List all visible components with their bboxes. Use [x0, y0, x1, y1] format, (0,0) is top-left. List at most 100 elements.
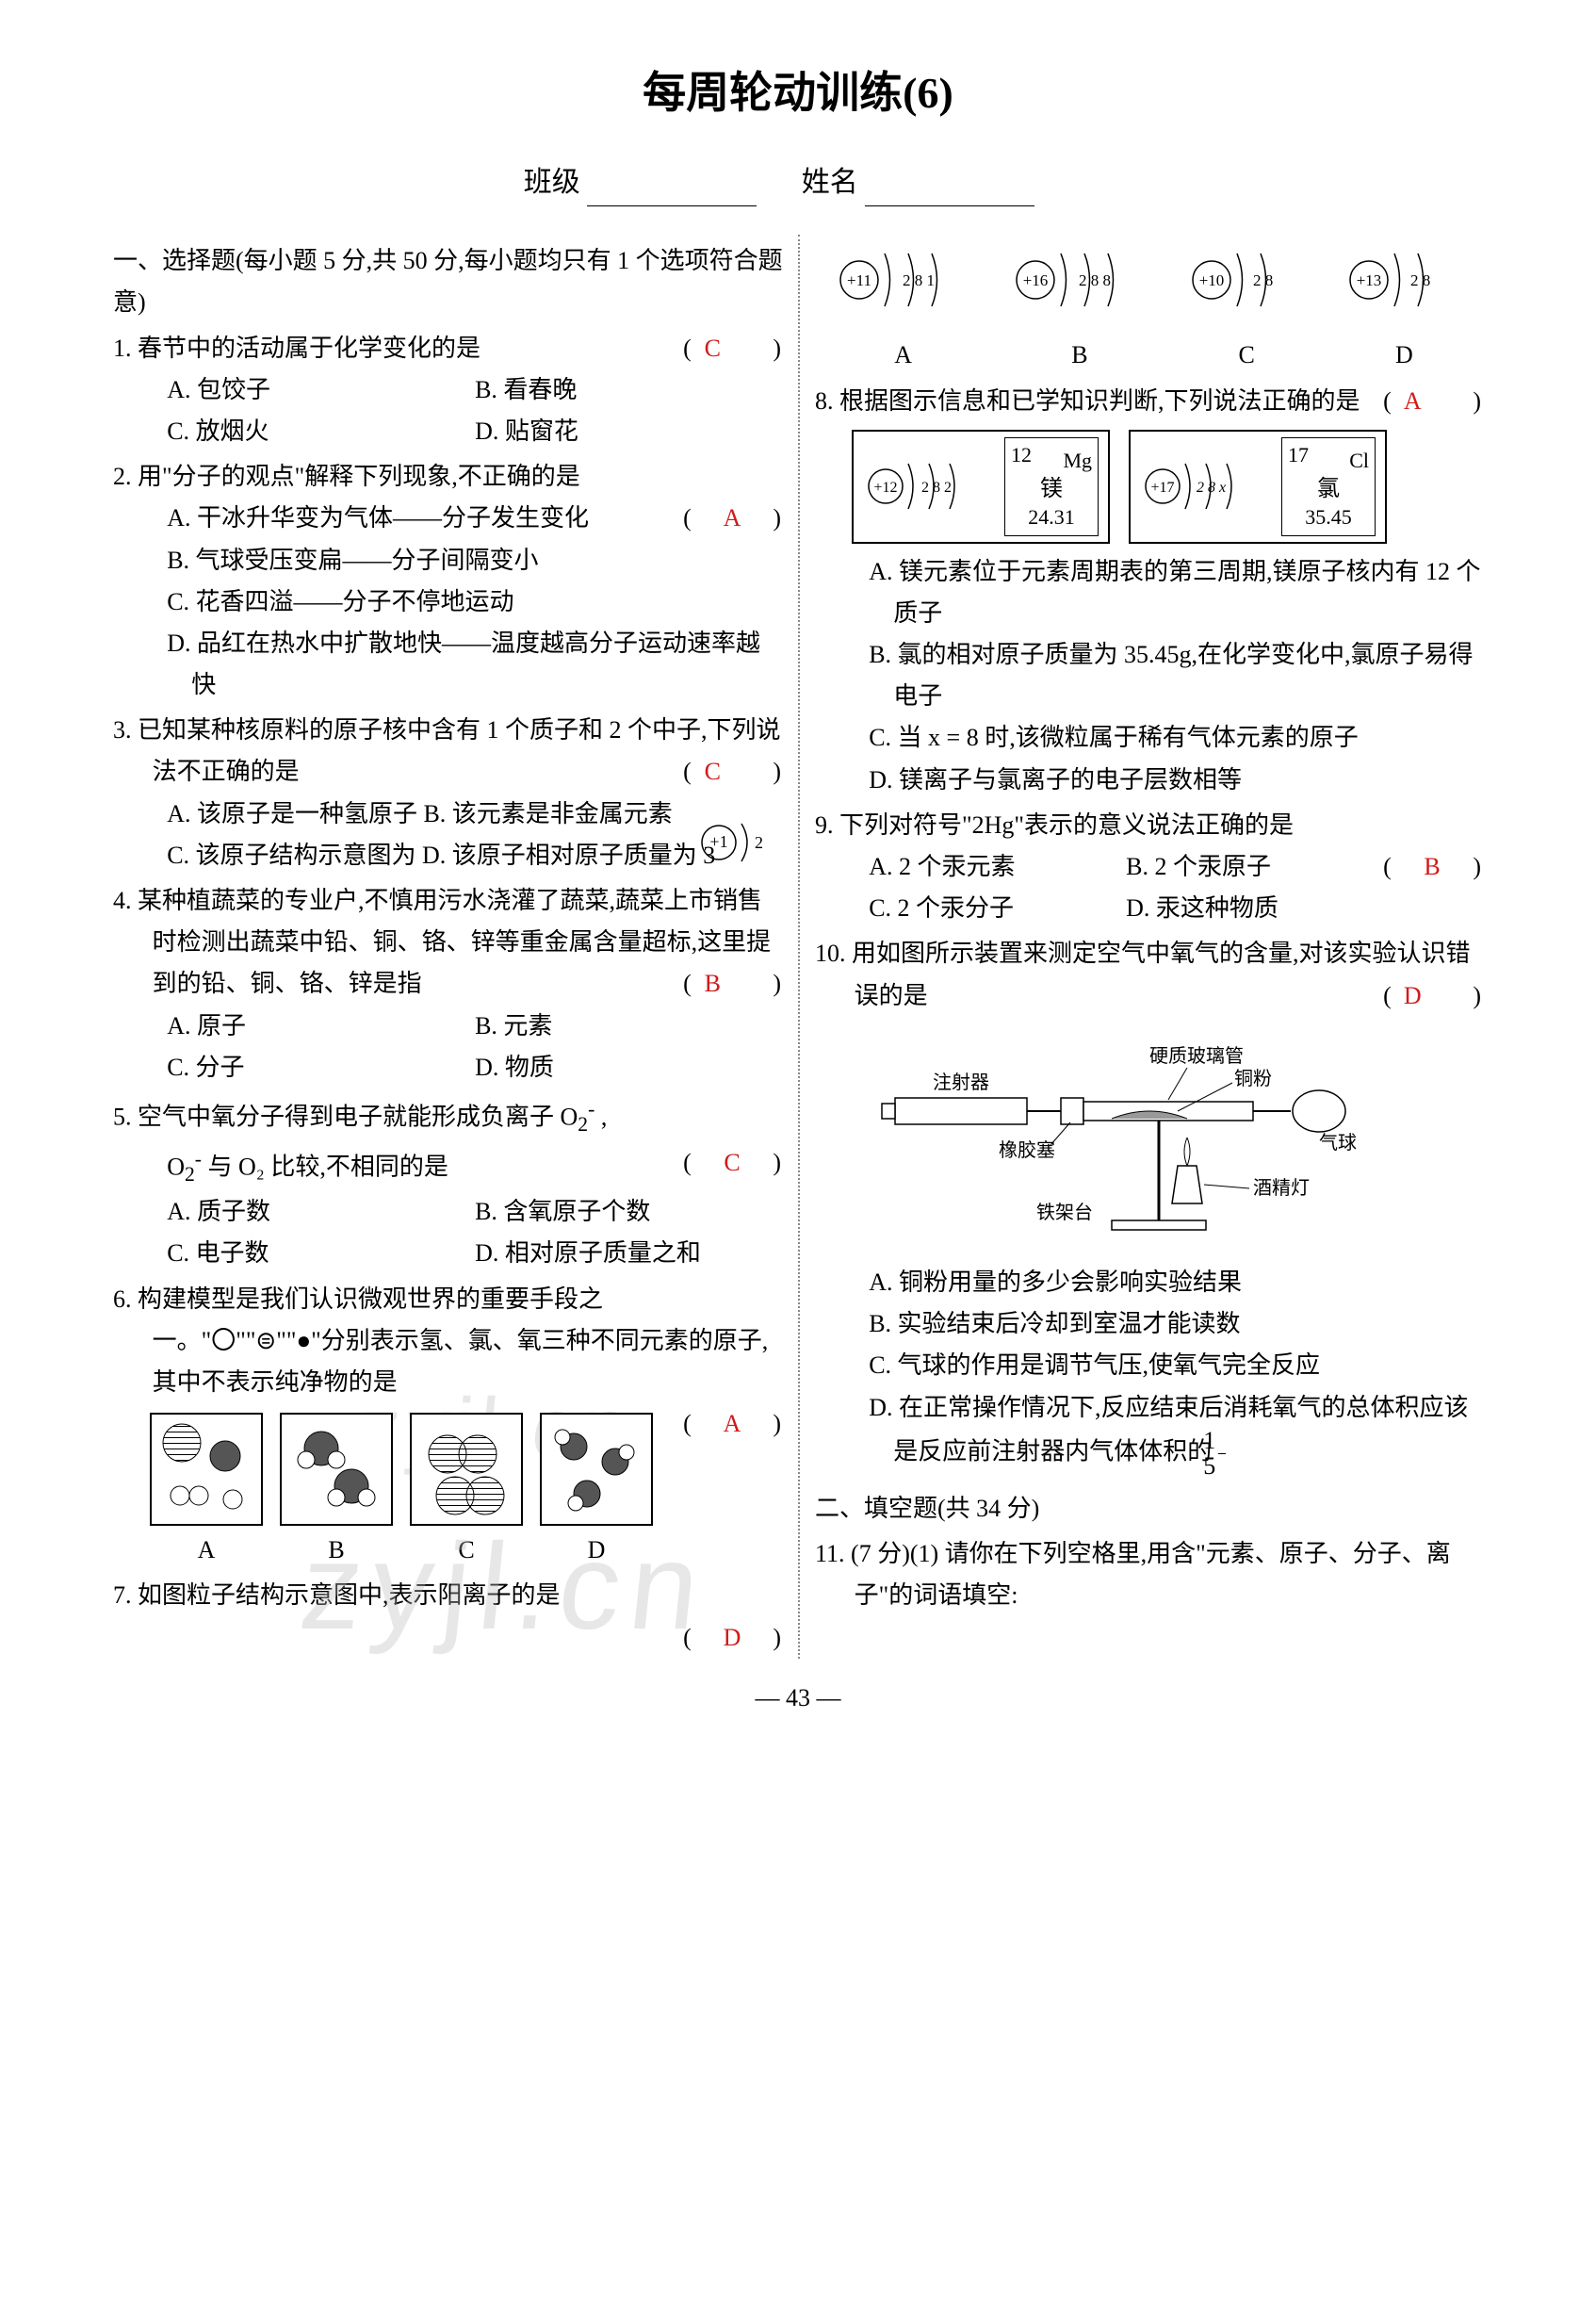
question-3: 3. 已知某种核原料的原子核中含有 1 个质子和 2 个中子,下列说法不正确的是… — [113, 710, 783, 876]
q8-opt-c: C. 当 x = 8 时,该微粒属于稀有气体元素的原子 — [869, 717, 1359, 759]
section2-heading: 二、填空题(共 34 分) — [815, 1488, 1483, 1530]
svg-text:+12: +12 — [873, 480, 897, 496]
q3-opt-a: A. 该原子是一种氢原子 — [167, 794, 417, 835]
q3-opt-c: C. 该原子结构示意图为 — [167, 835, 415, 876]
q5-answer: C — [720, 1142, 747, 1184]
q7-label-a: A — [833, 335, 974, 376]
svg-text:2 8 1: 2 8 1 — [903, 271, 935, 289]
q4-stem: 4. 某种植蔬菜的专业户,不慎用污水浇灌了蔬菜,蔬菜上市销售时检测出蔬菜中铅、铜… — [113, 887, 771, 997]
q8-figure-row: +12 2 8 2 12Mg 镁 24.31 +17 — [815, 430, 1483, 544]
page-number: — 43 — — [113, 1678, 1483, 1719]
svg-text:酒精灯: 酒精灯 — [1253, 1177, 1310, 1199]
q11-stem: 11. (7 分)(1) 请你在下列空格里,用含"元素、原子、分子、离子"的词语… — [815, 1540, 1451, 1609]
svg-text:+17: +17 — [1150, 480, 1174, 496]
svg-text:橡胶塞: 橡胶塞 — [999, 1139, 1055, 1161]
q3-opt-b: B. 该元素是非金属元素 — [423, 794, 672, 835]
name-input-line[interactable] — [865, 180, 1034, 206]
q9-opt-c: C. 2 个汞分子 — [869, 888, 1126, 929]
q7-answer-paren: ( D ) — [683, 1617, 783, 1659]
q5-stem-c: 与 O₂ 比较,不相同的是 — [208, 1153, 448, 1180]
q1-answer: C — [720, 328, 747, 369]
q10-opt-b: B. 实验结束后冷却到室温才能读数 — [869, 1303, 1240, 1345]
q6-figure-row: A B — [113, 1413, 683, 1571]
q3-answer: C — [720, 751, 747, 793]
q4-opt-b: B. 元素 — [475, 1006, 783, 1047]
q2-answer-paren: ( A ) — [683, 498, 783, 539]
header-fields: 班级 姓名 — [113, 158, 1483, 206]
q7-figure-row: +11 2 8 1 A +16 2 8 8 B +10 — [815, 242, 1483, 376]
q1-opt-a: A. 包饺子 — [167, 369, 475, 411]
question-6: 6. 构建模型是我们认识微观世界的重要手段之一。"〇""⊜""●"分别表示氢、氯… — [113, 1279, 783, 1572]
question-8: 8. 根据图示信息和已学知识判断,下列说法正确的是 ( A ) +12 2 8 … — [815, 381, 1483, 801]
question-4: 4. 某种植蔬菜的专业户,不慎用污水浇灌了蔬菜,蔬菜上市销售时检测出蔬菜中铅、铜… — [113, 880, 783, 1089]
q7-atom-d: +13 2 8 — [1343, 242, 1465, 318]
q5-opt-c: C. 电子数 — [167, 1233, 475, 1274]
svg-text:+1: +1 — [709, 832, 727, 851]
q7-label-b: B — [1009, 335, 1150, 376]
svg-text:铁架台: 铁架台 — [1036, 1202, 1093, 1223]
q4-opt-a: A. 原子 — [167, 1006, 475, 1047]
question-11: 11. (7 分)(1) 请你在下列空格里,用含"元素、原子、分子、离子"的词语… — [815, 1533, 1483, 1616]
q1-opt-d: D. 贴窗花 — [475, 411, 783, 452]
right-column: +11 2 8 1 A +16 2 8 8 B +10 — [798, 235, 1483, 1659]
q2-opt-d: D. 品红在热水中扩散地快——温度越高分子运动速率越快 — [167, 623, 783, 706]
page-title: 每周轮动训练(6) — [113, 57, 1483, 130]
q3-stem: 3. 已知某种核原料的原子核中含有 1 个质子和 2 个中子,下列说法不正确的是 — [113, 716, 781, 785]
q1-answer-paren: ( C ) — [723, 328, 783, 369]
q7-atom-c: +10 2 8 — [1185, 242, 1308, 318]
q4-answer: B — [720, 963, 747, 1005]
q9-opt-a: A. 2 个汞元素 — [869, 846, 1126, 888]
q8-mg-card: 12Mg 镁 24.31 — [1004, 437, 1099, 536]
q4-opt-d: D. 物质 — [475, 1047, 783, 1089]
q4-opt-c: C. 分子 — [167, 1047, 475, 1089]
q8-group-cl: +17 2 8 x 17Cl 氯 35.45 — [1129, 430, 1387, 544]
q2-opt-a: A. 干冰升华变为气体——分子发生变化 — [167, 498, 589, 539]
class-label: 班级 — [524, 158, 580, 206]
svg-text:铜粉: 铜粉 — [1234, 1068, 1272, 1089]
q5-answer-paren: ( C ) — [683, 1142, 783, 1184]
svg-text:2 8: 2 8 — [1410, 271, 1430, 289]
q5-opt-a: A. 质子数 — [167, 1191, 475, 1233]
svg-text:+11: +11 — [847, 271, 871, 289]
q3-answer-paren: ( C ) — [723, 751, 783, 793]
q1-opt-b: B. 看春晚 — [475, 369, 783, 411]
q6-label-c: C — [410, 1530, 523, 1571]
q10-answer: D — [1420, 975, 1447, 1017]
q10-opt-a: A. 铜粉用量的多少会影响实验结果 — [869, 1262, 1242, 1303]
q8-stem: 8. 根据图示信息和已学知识判断,下列说法正确的是 — [815, 387, 1360, 415]
q8-answer: A — [1420, 381, 1447, 422]
q9-answer-paren: ( B ) — [1383, 846, 1483, 888]
q6-label-a: A — [150, 1530, 263, 1571]
question-10: 10. 用如图所示装置来测定空气中氧气的含量,对该实验认识错误的是 ( D ) … — [815, 933, 1483, 1478]
svg-text:2 8 8: 2 8 8 — [1079, 271, 1111, 289]
question-9: 9. 下列对符号"2Hg"表示的意义说法正确的是 ( B ) A. 2 个汞元素… — [815, 805, 1483, 930]
q6-label-d: D — [540, 1530, 653, 1571]
class-input-line[interactable] — [587, 180, 757, 206]
q5-stem-a: 5. 空气中氧分子得到电子就能形成负离子 O — [113, 1104, 578, 1131]
q4-answer-paren: ( B ) — [723, 963, 783, 1005]
q5-opt-b: B. 含氧原子个数 — [475, 1191, 783, 1233]
q7-stem: 7. 如图粒子结构示意图中,表示阳离子的是 — [113, 1581, 561, 1609]
q8-opt-b: B. 氯的相对原子质量为 35.45g,在化学变化中,氯原子易得电子 — [869, 634, 1483, 717]
q6-box-b — [280, 1413, 393, 1526]
q7-atom-b: +16 2 8 8 — [1009, 242, 1150, 318]
q2-opt-c: C. 花香四溢——分子不停地运动 — [167, 581, 513, 623]
q7-label-d: D — [1343, 335, 1465, 376]
q8-answer-paren: ( A ) — [1423, 381, 1483, 422]
svg-text:注射器: 注射器 — [933, 1072, 989, 1093]
q10-opt-c: C. 气球的作用是调节气压,使氧气完全反应 — [869, 1345, 1320, 1386]
q8-cl-card: 17Cl 氯 35.45 — [1281, 437, 1376, 536]
q1-stem: 1. 春节中的活动属于化学变化的是 — [113, 335, 480, 362]
section1-heading: 一、选择题(每小题 5 分,共 50 分,每小题均只有 1 个选项符合题意) — [113, 240, 783, 323]
question-1: 1. 春节中的活动属于化学变化的是 ( C ) A. 包饺子 B. 看春晚 C.… — [113, 328, 783, 453]
q10-stem: 10. 用如图所示装置来测定空气中氧气的含量,对该实验认识错误的是 — [815, 940, 1471, 1008]
q3-opt-d: D. 该原子相对原子质量为 3 — [422, 835, 715, 876]
q2-opt-b: B. 气球受压变扁——分子间隔变小 — [167, 540, 538, 581]
q5-opt-d: D. 相对原子质量之和 — [475, 1233, 783, 1274]
q8-group-mg: +12 2 8 2 12Mg 镁 24.31 — [852, 430, 1110, 544]
q10-answer-paren: ( D ) — [1423, 975, 1483, 1017]
q8-opt-d: D. 镁离子与氯离子的电子层数相等 — [869, 760, 1242, 801]
q6-box-a — [150, 1413, 263, 1526]
q8-opt-a: A. 镁元素位于元素周期表的第三周期,镁原子核内有 12 个质子 — [869, 551, 1483, 634]
svg-text:硬质玻璃管: 硬质玻璃管 — [1149, 1045, 1244, 1067]
